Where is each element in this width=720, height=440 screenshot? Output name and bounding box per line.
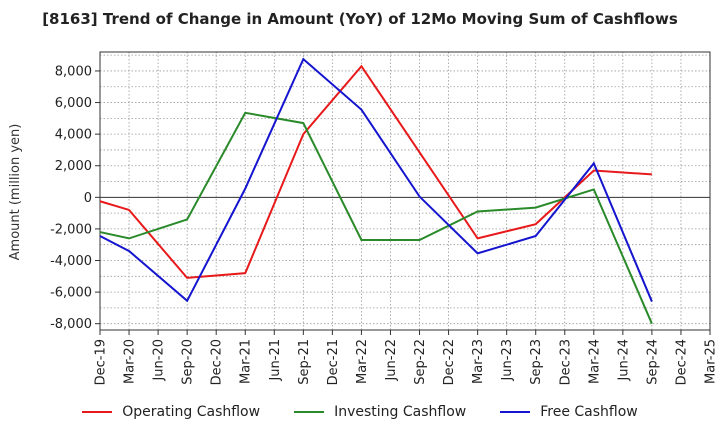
x-tick-label: Dec-20 bbox=[210, 339, 225, 385]
legend-item: Free Cashflow bbox=[500, 404, 638, 420]
x-tick-label: Jun-23 bbox=[500, 339, 515, 382]
y-tick-label: 6,000 bbox=[55, 96, 92, 111]
series-line-operating-cashflow bbox=[99, 64, 652, 279]
x-tick-label: Dec-21 bbox=[326, 339, 341, 385]
x-tick-label: Mar-24 bbox=[587, 339, 602, 384]
x-tick-label: Mar-23 bbox=[471, 339, 486, 384]
y-tick-label: 0 bbox=[84, 191, 92, 206]
x-tick-label: Mar-21 bbox=[239, 339, 254, 384]
x-tick-label: Sep-20 bbox=[181, 339, 196, 385]
legend-swatch bbox=[294, 411, 325, 413]
x-tick-label: Jun-22 bbox=[384, 339, 399, 382]
legend-swatch bbox=[82, 411, 113, 413]
x-tick-label: Sep-22 bbox=[413, 339, 428, 385]
x-tick-label: Dec-23 bbox=[558, 339, 573, 385]
legend-item: Operating Cashflow bbox=[82, 404, 260, 420]
x-tick-label: Sep-24 bbox=[645, 339, 660, 385]
legend-label: Operating Cashflow bbox=[122, 404, 261, 420]
series-layer bbox=[99, 57, 653, 325]
y-tick-label: 4,000 bbox=[55, 128, 92, 143]
y-axis-label: Amount (million yen) bbox=[8, 124, 23, 261]
legend-item: Investing Cashflow bbox=[294, 404, 466, 420]
x-tick-label: Dec-24 bbox=[674, 339, 689, 385]
x-tick-label: Mar-25 bbox=[704, 339, 719, 384]
y-tick-label: -2,000 bbox=[50, 222, 92, 237]
x-tick-label: Jun-24 bbox=[616, 339, 631, 382]
y-tick-label: -4,000 bbox=[50, 254, 92, 269]
x-tick-label: Dec-19 bbox=[94, 339, 109, 385]
x-tick-label: Dec-22 bbox=[442, 339, 457, 385]
axis-layer: -8,000 -6,000 -4,000 -2,000 0 2,000 4,000 6,000… bbox=[50, 51, 719, 385]
x-tick-label: Jun-21 bbox=[268, 339, 283, 382]
legend-label: Free Cashflow bbox=[540, 404, 638, 420]
x-tick-label: Mar-20 bbox=[123, 339, 138, 384]
x-tick-label: Jun-20 bbox=[152, 339, 167, 382]
x-tick-label: Sep-21 bbox=[297, 339, 312, 385]
series-line-free-cashflow bbox=[99, 57, 653, 303]
legend-swatch bbox=[500, 411, 531, 413]
x-tick-label: Sep-23 bbox=[529, 339, 544, 385]
y-tick-label: -6,000 bbox=[50, 286, 92, 301]
y-tick-label: 2,000 bbox=[55, 159, 92, 174]
legend: Operating Cashflow Investing Cashflow Free… bbox=[0, 404, 720, 420]
chart-title: [8163] Trend of Change in Amount (YoY) o… bbox=[42, 10, 678, 28]
plot-frame bbox=[99, 51, 711, 331]
y-tick-label: 8,000 bbox=[55, 64, 92, 79]
series-line-investing-cashflow bbox=[99, 111, 653, 325]
grid-layer bbox=[99, 52, 711, 330]
y-tick-label: -8,000 bbox=[50, 317, 92, 332]
x-tick-label: Mar-22 bbox=[355, 339, 370, 384]
legend-label: Investing Cashflow bbox=[334, 404, 467, 420]
